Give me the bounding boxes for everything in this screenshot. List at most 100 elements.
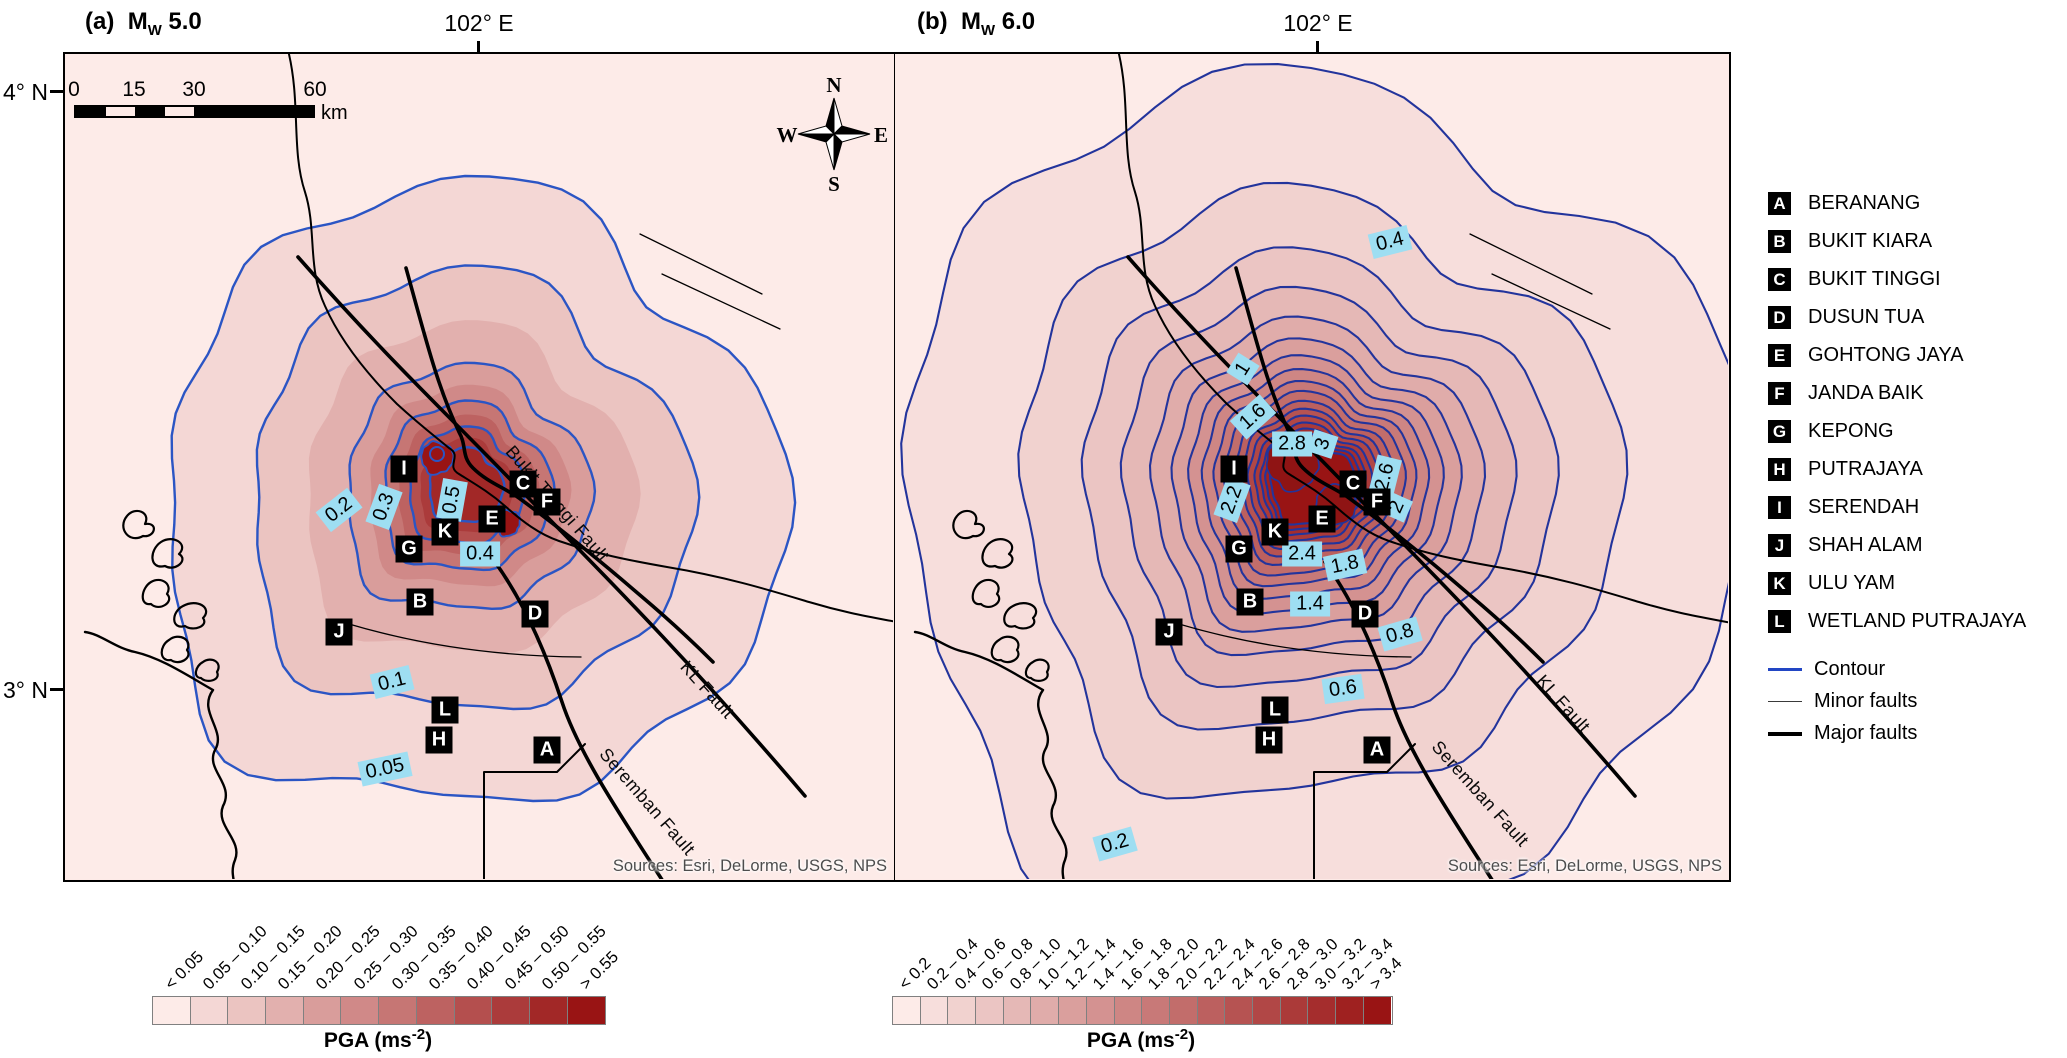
compass-icon: N E S W: [777, 73, 889, 196]
bukit-tinggi-fault-line: [1234, 266, 1545, 664]
coastline: [83, 630, 238, 879]
pga-peak-lobe: [420, 440, 455, 476]
legend-station-name: BUKIT TINGGI: [1808, 268, 1941, 290]
colorbar-cell: [416, 997, 455, 1024]
legend-station-name: SHAH ALAM: [1808, 534, 1923, 556]
legend-key-box: B: [1768, 230, 1791, 253]
panel-a-mag-symbol: M: [127, 8, 148, 35]
scalebar-segment: [76, 107, 106, 116]
colorbar-cell: [567, 997, 606, 1024]
pga-a-pre: PGA (ms: [323, 1029, 412, 1052]
legend-key-box: G: [1768, 420, 1791, 443]
legend-station-name: WETLAND PUTRAJAYA: [1808, 610, 2027, 632]
fault-label: Seremban Fault: [1427, 736, 1533, 851]
minor-fault: [661, 273, 781, 330]
boundary-line-south: [1313, 743, 1416, 879]
colorbar-cell: [1225, 997, 1253, 1024]
legend-station-k: K ULU YAM: [1768, 570, 1895, 597]
legend-station-name: GOHTONG JAYA: [1808, 344, 1964, 366]
legend-station-j: J SHAH ALAM: [1768, 532, 1922, 559]
legend-station-c: C BUKIT TINGGI: [1768, 266, 1941, 293]
legend-station-name: DUSUN TUA: [1808, 306, 1925, 328]
station-marker-h: H: [1255, 726, 1283, 754]
colorbar-cell: [893, 997, 921, 1024]
panel-b-overlays: KL Fault Seremban Fault 0.4 1 1.6 2.8 3 2.2 2.6 2…: [895, 54, 1729, 880]
minor-fault: [1491, 273, 1611, 330]
legend-station-i: I SERENDAH: [1768, 494, 1919, 521]
legend-station-name: BERANANG: [1808, 192, 1921, 214]
panel-a-sources: Sources: Esri, DeLorme, USGS, NPS: [612, 857, 887, 875]
contour-value-label: 0.4: [1367, 225, 1413, 259]
station-marker-i: I: [1220, 455, 1248, 483]
colorbar-mw6: < 0.2 0.2 – 0.4 0.4 – 0.6 0.6 – 0.8 0.8 – 1.…: [892, 900, 1406, 1030]
svg-text:W: W: [777, 123, 798, 147]
station-marker-b: B: [406, 588, 434, 616]
panel-b-mag-symbol: M: [961, 8, 981, 35]
innermost-contour: [429, 446, 445, 462]
colorbar-cell: [1169, 997, 1198, 1024]
panel-b-title: (b) MW 6.0: [917, 8, 1035, 39]
minor-fault: [1469, 233, 1593, 295]
station-marker-l: L: [1261, 696, 1289, 724]
lat-label-4n: 4° N: [3, 79, 48, 105]
station-marker-g: G: [395, 535, 423, 563]
legend-station-name: JANDA BAIK: [1808, 382, 1924, 404]
contour-value-label: 0.3: [365, 484, 403, 530]
legend-line-minor: Minor faults: [1768, 688, 1917, 715]
colorbar-cell: [379, 997, 417, 1024]
minor-fault: [348, 623, 582, 658]
legend-key-box: J: [1768, 534, 1791, 557]
station-marker-e: E: [1308, 505, 1336, 533]
coastline-islands: [122, 509, 220, 682]
colorbar-cell: [1197, 997, 1226, 1024]
station-marker-e: E: [478, 505, 506, 533]
lat-tick-3n: [50, 688, 63, 691]
scalebar-tick: 60: [303, 78, 327, 101]
coastline-islands: [952, 509, 1050, 682]
map-panel-mw6: KL Fault Seremban Fault 0.4 1 1.6 2.8 3 2.2 2.6 2…: [895, 52, 1731, 882]
legend-line-label: Minor faults: [1814, 690, 1918, 712]
panel-a-index: (a): [85, 8, 115, 35]
minor-fault: [639, 233, 763, 295]
seremban-fault-line: [1323, 560, 1494, 879]
contour-value-label: 2.4: [1282, 541, 1322, 567]
legend-line-major: Major faults: [1768, 720, 1917, 747]
pga-a-post: ): [425, 1029, 433, 1052]
colorbar-cell: [1252, 997, 1281, 1024]
contour-value-label: 1.4: [1290, 591, 1330, 617]
panel-a-title: (a) MW 5.0: [85, 8, 202, 39]
legend-key-box: A: [1768, 192, 1791, 215]
colorbar-cell: [190, 997, 229, 1024]
colorbar-cell: [1363, 997, 1392, 1024]
panel-b-mag-sub: W: [981, 22, 996, 39]
fault-label: Seremban Fault: [595, 744, 700, 860]
legend-key-box: H: [1768, 458, 1791, 481]
legend-station-l: L WETLAND PUTRAJAYA: [1768, 608, 2026, 635]
pga-a-sup: -2: [411, 1026, 426, 1043]
contour-value-label: 2.2: [1213, 477, 1251, 523]
scalebar-segment: [194, 107, 313, 116]
colorbar-cell: [1114, 997, 1143, 1024]
scalebar-tick: 30: [182, 78, 206, 101]
contour-value-label: 0.5: [436, 478, 468, 522]
colorbar-cell: [529, 997, 568, 1024]
station-marker-l: L: [431, 696, 459, 724]
contour-value-label: 0.2: [315, 487, 363, 533]
colorbar-cell: [266, 997, 304, 1024]
legend-key-box: E: [1768, 344, 1791, 367]
station-marker-f: F: [1363, 488, 1391, 516]
legend-line-label: Contour: [1814, 658, 1886, 680]
station-marker-h: H: [425, 726, 453, 754]
colorbar-cells: [892, 996, 1393, 1025]
contour-value-label: 1: [1226, 352, 1260, 386]
fault-label: KL Fault: [1532, 670, 1595, 737]
colorbar-cell: [341, 997, 380, 1024]
lat-label-3n: 3° N: [3, 677, 48, 703]
station-marker-f: F: [533, 488, 561, 516]
colorbar-cell: [1031, 997, 1060, 1024]
legend-station-e: E GOHTONG JAYA: [1768, 342, 1964, 369]
scalebar-segment: [135, 107, 165, 116]
station-marker-j: J: [1155, 618, 1183, 646]
svg-text:E: E: [874, 123, 888, 147]
